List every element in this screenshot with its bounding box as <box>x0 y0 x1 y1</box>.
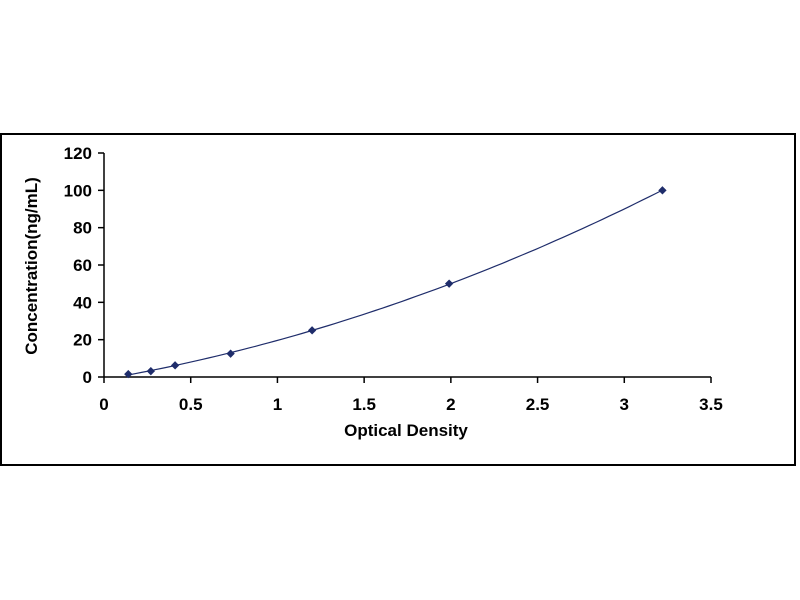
data-point <box>444 279 454 288</box>
y-tick-label: 100 <box>64 181 92 200</box>
data-points <box>124 186 667 379</box>
axes <box>103 153 711 378</box>
data-point <box>307 326 317 335</box>
trendline-layer <box>128 189 663 376</box>
x-tick-label: 0 <box>99 395 108 414</box>
data-point <box>170 361 180 370</box>
x-tick-label: 2 <box>446 395 455 414</box>
data-point <box>658 186 667 195</box>
y-tick-label: 120 <box>64 144 92 163</box>
x-tick-label: 3 <box>620 395 629 414</box>
x-axis-title: Optical Density <box>344 421 468 440</box>
x-tick-label: 0.5 <box>179 395 203 414</box>
y-tick-label: 80 <box>73 219 92 238</box>
x-tick-label: 1.5 <box>352 395 376 414</box>
x-tick-label: 3.5 <box>699 395 723 414</box>
data-point <box>226 349 235 358</box>
y-tick-label: 20 <box>73 331 92 350</box>
y-axis-ticks: 0 20 40 60 80 100 120 <box>64 144 104 387</box>
data-point <box>146 367 155 376</box>
trendline <box>128 189 663 376</box>
y-tick-label: 60 <box>73 256 92 275</box>
data-point <box>124 369 133 379</box>
x-axis-ticks: 0 0.5 1 1.5 2 2.5 3 3.5 <box>99 377 723 414</box>
y-tick-label: 40 <box>73 293 92 312</box>
y-tick-label: 0 <box>83 368 92 387</box>
x-tick-label: 1 <box>273 395 282 414</box>
y-axis-title: Concentration(ng/mL) <box>22 177 41 355</box>
x-tick-label: 2.5 <box>526 395 550 414</box>
